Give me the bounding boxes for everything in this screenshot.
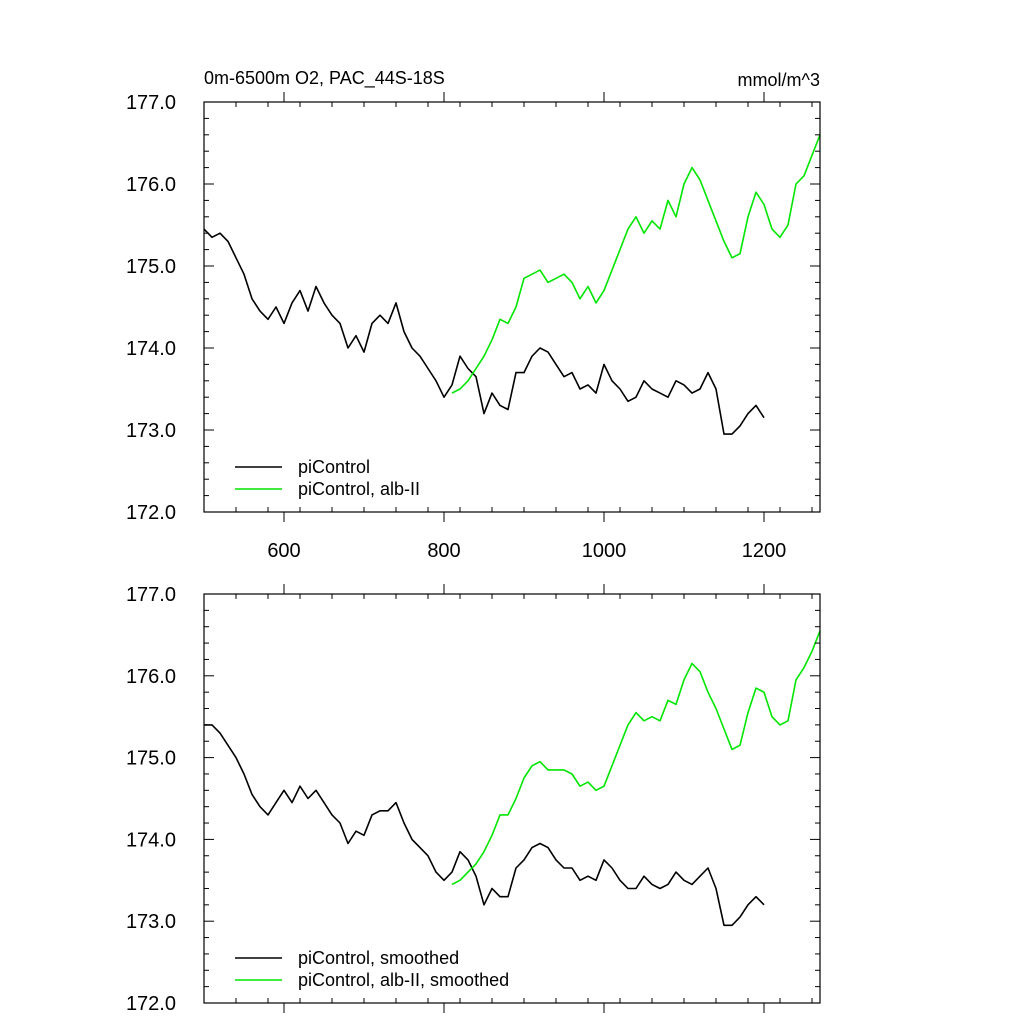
bottom-legend-label-0: piControl, smoothed [298, 948, 459, 968]
top-x-tick-label: 600 [267, 540, 300, 562]
bottom-y-tick-label: 172.0 [126, 993, 176, 1015]
bottom-y-tick-label: 176.0 [126, 666, 176, 688]
top-series-line-1 [451, 134, 821, 394]
top-y-tick-label: 176.0 [126, 174, 176, 196]
bottom-series-line-0 [204, 724, 765, 927]
top-y-tick-label: 172.0 [126, 502, 176, 524]
chart-title: 0m-6500m O2, PAC_44S-18S [204, 68, 445, 89]
bottom-y-tick-label: 173.0 [126, 911, 176, 933]
top-series-line-0 [203, 228, 765, 435]
top-y-tick-label: 175.0 [126, 256, 176, 278]
top-legend-label-0: piControl [298, 457, 370, 477]
bottom-y-tick-label: 174.0 [126, 829, 176, 851]
bottom-panel: 172.0 173.0 174.0 175.0 176.0 177.0 piControl,… [126, 584, 821, 1015]
top-x-tick-label: 800 [427, 540, 460, 562]
bottom-y-tick-label: 175.0 [126, 748, 176, 770]
top-y-tick-label: 173.0 [126, 420, 176, 442]
bottom-series-line-1 [451, 630, 821, 886]
bottom-legend-label-1: piControl, alb-II, smoothed [298, 970, 509, 990]
units-label: mmol/m^3 [738, 70, 820, 90]
top-y-tick-label: 174.0 [126, 338, 176, 360]
top-panel: 172.0 173.0 174.0 175.0 176.0 177.0 600 800 1000… [126, 92, 821, 562]
bottom-y-tick-label: 177.0 [126, 584, 176, 606]
top-plot-frame [203, 101, 821, 513]
top-y-tick-label: 177.0 [126, 92, 176, 114]
top-x-tick-label: 1200 [742, 540, 787, 562]
bottom-plot-frame [203, 593, 821, 1004]
top-legend-label-1: piControl, alb-II [298, 479, 420, 499]
top-x-tick-label: 1000 [582, 540, 627, 562]
